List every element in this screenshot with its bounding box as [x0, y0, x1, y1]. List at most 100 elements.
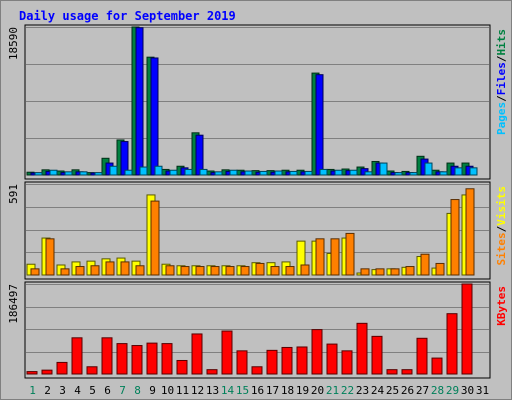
- x-tick-label-day-4: 4: [74, 384, 81, 397]
- bar-kbytes-day-15: [236, 350, 248, 375]
- bar-kbytes-day-4: [71, 337, 83, 375]
- bar-kbytes-day-1: [26, 371, 38, 375]
- x-tick-label-day-28: 28: [431, 384, 444, 397]
- x-tick-label-day-2: 2: [44, 384, 51, 397]
- bar-pages-day-9: [154, 165, 163, 176]
- x-tick-label-day-6: 6: [104, 384, 111, 397]
- bar-kbytes-day-19: [296, 346, 308, 375]
- bar-kbytes-day-9: [146, 342, 158, 375]
- bar-kbytes-day-23: [356, 322, 368, 375]
- x-tick-label-day-31: 31: [476, 384, 489, 397]
- legend-visits: Sites/Visits: [495, 186, 508, 266]
- bar-pages-day-21: [334, 169, 343, 176]
- x-tick-label-day-7: 7: [119, 384, 126, 397]
- bar-sites-day-13: [210, 266, 220, 276]
- bar-pages-day-19: [304, 170, 313, 176]
- bar-sites-day-1: [30, 268, 40, 276]
- x-tick-label-day-22: 22: [341, 384, 354, 397]
- bar-pages-day-12: [199, 168, 208, 176]
- bar-kbytes-day-3: [56, 361, 68, 375]
- bar-kbytes-day-8: [131, 345, 143, 375]
- bar-sites-day-7: [120, 261, 130, 276]
- bar-pages-day-6: [109, 165, 118, 176]
- bar-pages-day-14: [229, 169, 238, 176]
- x-tick-label-day-19: 19: [296, 384, 309, 397]
- bar-kbytes-day-24: [371, 335, 383, 375]
- bar-sites-day-30: [465, 188, 475, 276]
- bar-files-day-9: [150, 57, 159, 176]
- bar-pages-day-15: [244, 170, 253, 176]
- bar-sites-day-3: [60, 268, 70, 276]
- bar-sites-day-12: [195, 266, 205, 276]
- bar-kbytes-day-25: [386, 369, 398, 375]
- bar-kbytes-day-2: [41, 369, 53, 375]
- bar-pages-day-1: [34, 172, 43, 176]
- bar-kbytes-day-6: [101, 337, 113, 375]
- bar-pages-day-10: [169, 169, 178, 176]
- bar-pages-day-11: [184, 168, 193, 176]
- x-tick-label-day-1: 1: [29, 384, 36, 397]
- x-tick-label-day-5: 5: [89, 384, 96, 397]
- x-tick-label-day-10: 10: [161, 384, 174, 397]
- bar-sites-day-27: [420, 253, 430, 276]
- bar-kbytes-day-14: [221, 330, 233, 375]
- bar-pages-day-5: [94, 172, 103, 176]
- bar-kbytes-day-30: [461, 283, 473, 375]
- bar-kbytes-day-17: [266, 349, 278, 375]
- bar-pages-day-27: [424, 162, 433, 176]
- bar-sites-day-16: [255, 262, 265, 276]
- bar-sites-day-18: [285, 266, 295, 276]
- bar-sites-day-26: [405, 266, 415, 276]
- x-tick-label-day-11: 11: [176, 384, 189, 397]
- bar-pages-day-17: [274, 170, 283, 176]
- bar-kbytes-day-11: [176, 359, 188, 375]
- bar-pages-day-4: [79, 171, 88, 176]
- x-tick-label-day-29: 29: [446, 384, 459, 397]
- bar-kbytes-day-28: [431, 357, 443, 375]
- bar-kbytes-day-7: [116, 343, 128, 375]
- bar-kbytes-day-29: [446, 313, 458, 375]
- x-tick-label-day-14: 14: [221, 384, 235, 397]
- legend-separator: /: [495, 55, 508, 62]
- bar-sites-day-8: [135, 265, 145, 276]
- bar-pages-day-29: [454, 167, 463, 176]
- bar-sites-day-28: [435, 262, 445, 276]
- y-max-label: 591: [7, 184, 20, 204]
- bar-sites-day-24: [375, 268, 385, 276]
- legend-separator: /: [495, 225, 508, 232]
- legend-entry-sites: Sites: [495, 232, 508, 265]
- x-tick-label-day-18: 18: [281, 384, 294, 397]
- x-tick-label-day-21: 21: [326, 384, 339, 397]
- bar-pages-day-25: [394, 172, 403, 176]
- bar-pages-day-13: [214, 171, 223, 176]
- bar-sites-day-20: [315, 238, 325, 276]
- bar-sites-day-25: [390, 268, 400, 276]
- x-tick-label-day-16: 16: [251, 384, 264, 397]
- bar-files-day-8: [135, 27, 144, 176]
- bar-sites-day-6: [105, 261, 115, 276]
- bar-sites-day-11: [180, 266, 190, 276]
- bar-pages-day-7: [124, 169, 133, 176]
- panel-visits: 591 Sites/Visits: [7, 181, 508, 280]
- bar-sites-day-22: [345, 232, 355, 276]
- x-tick-label-day-8: 8: [134, 384, 141, 397]
- bar-sites-day-19: [300, 264, 310, 276]
- bar-pages-day-28: [439, 171, 448, 176]
- bar-pages-day-22: [349, 169, 358, 176]
- bar-kbytes-day-27: [416, 337, 428, 375]
- bar-pages-day-3: [64, 171, 73, 176]
- chart-title: Daily usage for September 2019: [19, 9, 236, 23]
- bar-sites-day-15: [240, 266, 250, 276]
- bar-sites-day-2: [45, 238, 55, 276]
- bar-pages-day-16: [259, 170, 268, 176]
- x-tick-label-day-23: 23: [356, 384, 369, 397]
- x-tick-label-day-17: 17: [266, 384, 279, 397]
- x-tick-label-day-9: 9: [149, 384, 156, 397]
- legend-separator: /: [495, 95, 508, 102]
- x-tick-label-day-13: 13: [206, 384, 219, 397]
- y-max-label: 18590: [7, 27, 20, 60]
- legend-entry-files: Files: [495, 62, 508, 95]
- y-max-label: 186497: [7, 284, 20, 324]
